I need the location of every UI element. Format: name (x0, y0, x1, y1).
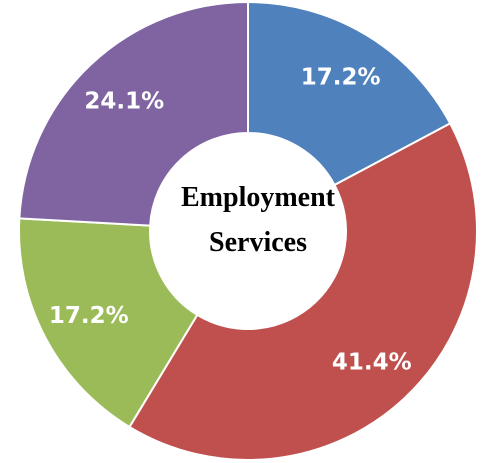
slice-label-1: 17.2% (301, 65, 381, 91)
center-title-line-1: Employment (181, 182, 336, 213)
donut-slice-4 (18, 0, 249, 227)
slice-label-4: 24.1% (84, 88, 164, 114)
slice-label-2: 41.4% (332, 350, 412, 376)
donut-slice-2 (128, 122, 478, 461)
donut-center: Employment Services (181, 182, 336, 258)
donut-slice-1 (247, 0, 452, 187)
donut-slices (18, 0, 478, 461)
donut-data-labels: 17.2% 41.4% 17.2% 24.1% (49, 65, 412, 376)
center-title-line-2: Services (209, 227, 307, 258)
donut-slice-3 (18, 217, 199, 429)
slice-label-3: 17.2% (49, 303, 129, 329)
